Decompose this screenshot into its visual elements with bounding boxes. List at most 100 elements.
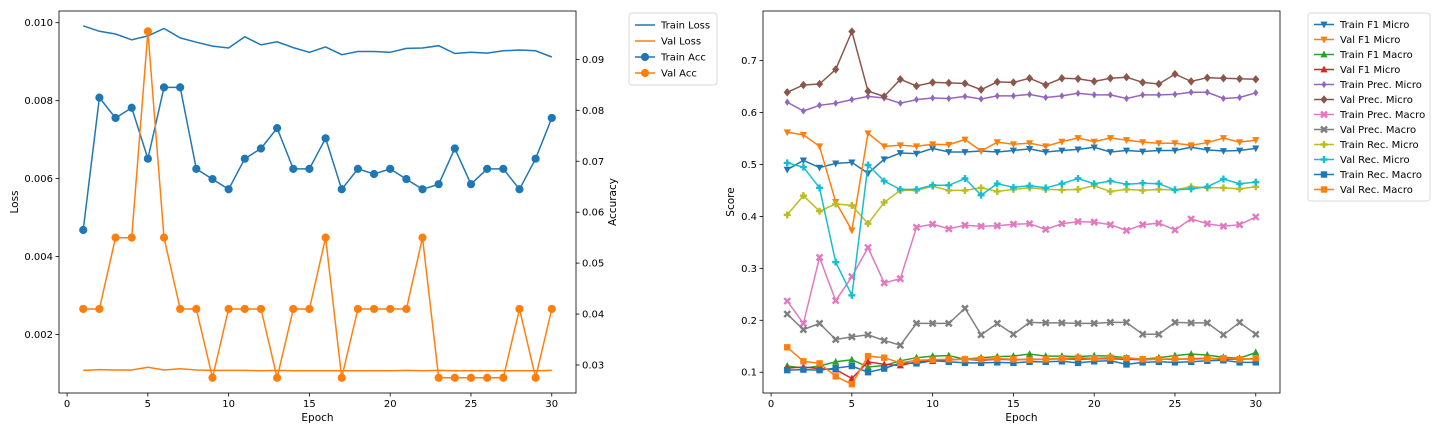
legend-label: Val Prec. Macro bbox=[1340, 125, 1416, 136]
data-point bbox=[896, 150, 904, 158]
data-point bbox=[945, 181, 953, 189]
legend-item: Train Prec. Macro bbox=[1314, 110, 1425, 121]
data-point bbox=[832, 200, 840, 208]
data-point bbox=[321, 134, 330, 143]
legend-label: Train Prec. Macro bbox=[1339, 110, 1425, 121]
legend-item: Val F1 Micro bbox=[1314, 35, 1400, 46]
data-point bbox=[1090, 218, 1099, 226]
data-point bbox=[1155, 147, 1163, 155]
data-point bbox=[1010, 356, 1017, 363]
data-point bbox=[848, 380, 856, 388]
data-point bbox=[880, 156, 888, 164]
data-point bbox=[831, 335, 840, 344]
legend: Train F1 Micro Val F1 Micro Train F1 Macro… bbox=[1307, 12, 1431, 202]
data-point bbox=[1235, 318, 1244, 327]
data-point bbox=[1219, 148, 1228, 155]
data-point bbox=[1139, 356, 1146, 363]
data-point bbox=[1009, 147, 1018, 155]
data-point bbox=[864, 330, 872, 339]
data-point bbox=[256, 144, 266, 153]
x-tick-label: 20 bbox=[384, 399, 397, 410]
data-point bbox=[929, 141, 937, 149]
data-point bbox=[1025, 350, 1034, 357]
data-point bbox=[880, 354, 888, 361]
y2-tick-label: 0.09 bbox=[582, 55, 604, 66]
data-point bbox=[815, 253, 824, 262]
data-point bbox=[1058, 219, 1066, 228]
data-point bbox=[1236, 180, 1244, 188]
data-point bbox=[864, 130, 872, 138]
data-point bbox=[799, 319, 808, 328]
data-point bbox=[993, 221, 1002, 230]
data-point bbox=[305, 164, 314, 173]
y2-tick-label: 0.04 bbox=[582, 310, 604, 321]
y-tick-label: 0.6 bbox=[741, 108, 757, 119]
data-point bbox=[993, 77, 1001, 87]
data-point bbox=[1171, 359, 1179, 366]
data-point bbox=[1138, 330, 1147, 339]
data-point bbox=[1025, 74, 1034, 83]
data-point bbox=[1122, 318, 1131, 327]
data-point bbox=[1219, 184, 1227, 192]
data-point bbox=[1187, 185, 1195, 193]
data-point bbox=[224, 304, 233, 314]
series-line bbox=[82, 25, 553, 58]
data-point bbox=[1156, 91, 1162, 99]
data-point bbox=[1172, 90, 1178, 98]
legend-label: Val Rec. Macro bbox=[1340, 185, 1413, 196]
data-point bbox=[800, 366, 807, 373]
data-point bbox=[386, 164, 395, 173]
data-point bbox=[864, 363, 872, 370]
data-point bbox=[192, 164, 201, 173]
data-point bbox=[1122, 226, 1131, 235]
data-point bbox=[961, 359, 969, 367]
data-point bbox=[111, 233, 120, 242]
data-point bbox=[815, 79, 824, 89]
data-point bbox=[946, 94, 952, 103]
data-point bbox=[848, 227, 856, 235]
data-point bbox=[418, 185, 427, 194]
data-point bbox=[880, 365, 888, 372]
x-axis-label: Epoch bbox=[301, 412, 333, 424]
data-point bbox=[929, 181, 937, 189]
data-point bbox=[1220, 94, 1227, 103]
data-point bbox=[1171, 147, 1179, 155]
data-point bbox=[1042, 184, 1050, 192]
data-point bbox=[832, 364, 839, 372]
data-point bbox=[1236, 356, 1243, 363]
x-tick-label: 15 bbox=[303, 399, 316, 410]
data-point bbox=[1009, 220, 1018, 229]
data-point bbox=[1252, 145, 1260, 153]
legend-marker bbox=[640, 68, 650, 78]
y-tick-label: 0.4 bbox=[741, 212, 757, 223]
data-point bbox=[1059, 92, 1065, 100]
data-point bbox=[993, 149, 1001, 156]
data-point bbox=[833, 99, 839, 107]
data-point bbox=[143, 27, 152, 36]
data-point bbox=[159, 233, 169, 242]
legend-label: Val Acc bbox=[661, 69, 697, 80]
data-point bbox=[1090, 138, 1098, 146]
data-point bbox=[1091, 91, 1097, 99]
data-point bbox=[783, 166, 791, 174]
series-line bbox=[786, 185, 1256, 225]
legend-item: Val Rec. Macro bbox=[1314, 185, 1413, 196]
data-point bbox=[1009, 330, 1018, 339]
data-point bbox=[1251, 330, 1260, 339]
legend-item: Val Prec. Macro bbox=[1314, 125, 1416, 136]
data-point bbox=[1026, 90, 1033, 98]
data-point bbox=[944, 225, 953, 233]
y2-tick-label: 0.07 bbox=[582, 157, 604, 168]
legend-marker bbox=[1320, 21, 1328, 29]
data-point bbox=[1090, 319, 1099, 328]
data-point bbox=[1025, 318, 1034, 327]
data-point bbox=[961, 136, 969, 144]
y-tick-label: 0.002 bbox=[24, 330, 53, 341]
data-point bbox=[816, 360, 823, 367]
data-point bbox=[515, 304, 524, 314]
data-point bbox=[912, 223, 921, 232]
data-point bbox=[896, 185, 904, 193]
x-tick-label: 15 bbox=[1007, 399, 1020, 410]
data-point bbox=[896, 75, 904, 84]
data-point bbox=[783, 88, 791, 97]
